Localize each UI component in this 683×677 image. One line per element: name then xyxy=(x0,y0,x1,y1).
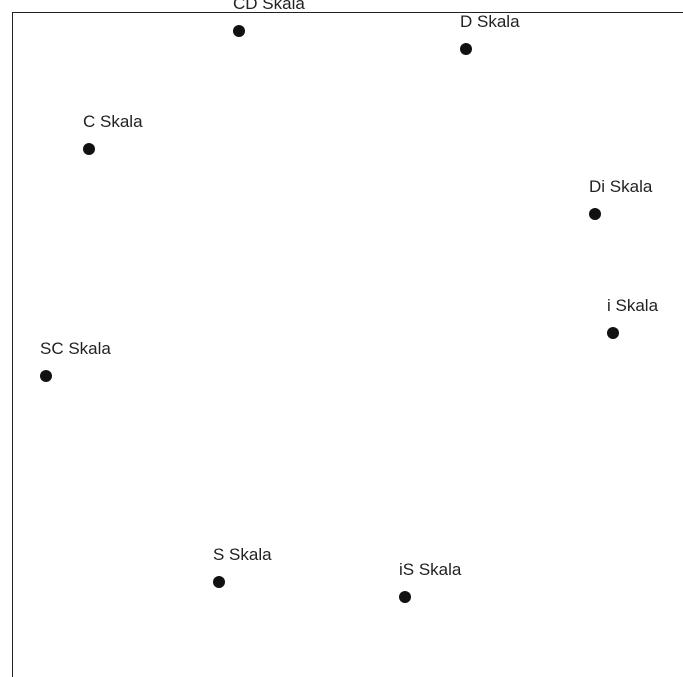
point-label: S Skala xyxy=(213,545,272,564)
data-point xyxy=(40,370,52,382)
point-label: iS Skala xyxy=(399,560,462,579)
point-label: CD Skala xyxy=(233,0,305,13)
point-label: Di Skala xyxy=(589,177,653,196)
data-point xyxy=(607,327,619,339)
data-point xyxy=(83,143,95,155)
data-point xyxy=(213,576,225,588)
data-points xyxy=(40,25,619,603)
point-labels: S Skala iS Skala SC Skala i Skala Di Skala C … xyxy=(40,0,659,579)
point-label: SC Skala xyxy=(40,339,111,358)
point-label: C Skala xyxy=(83,112,143,131)
data-point xyxy=(460,43,472,55)
point-label: i Skala xyxy=(607,296,659,315)
point-label: D Skala xyxy=(460,12,520,31)
data-point xyxy=(233,25,245,37)
data-point xyxy=(399,591,411,603)
plot-frame xyxy=(12,12,683,677)
data-point xyxy=(589,208,601,220)
